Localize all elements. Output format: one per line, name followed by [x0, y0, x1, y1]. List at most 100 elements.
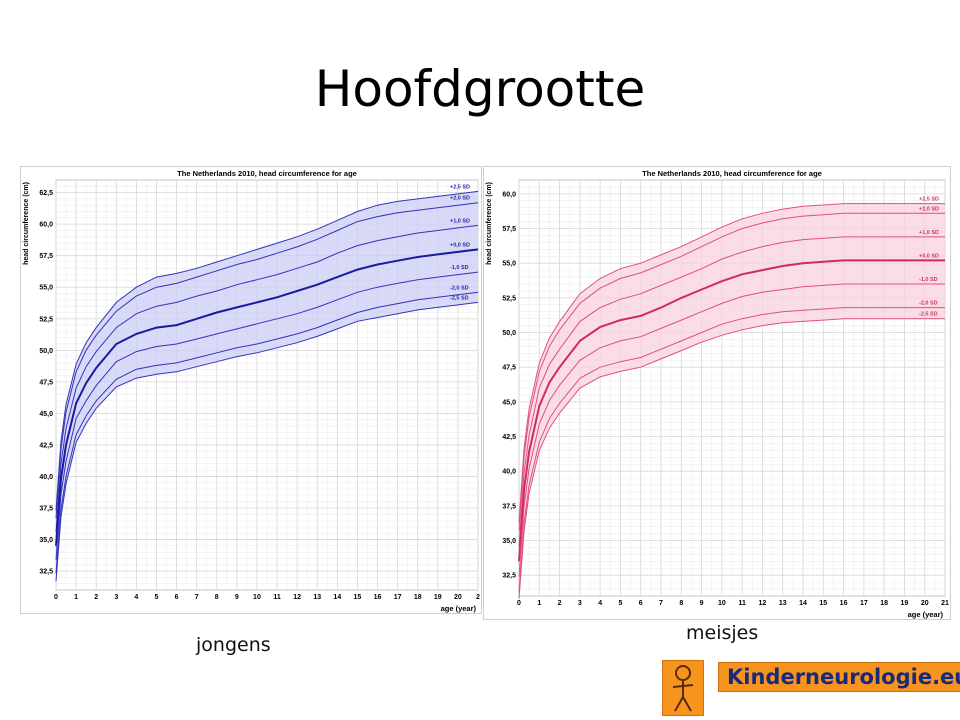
girls-series-line	[518, 318, 945, 599]
girls-x-tick-label: 8	[679, 600, 683, 607]
girls-series-line	[518, 203, 945, 523]
boys-series-line	[55, 224, 479, 533]
girls-x-tick-label: 16	[840, 600, 848, 607]
boys-series-line	[55, 291, 479, 574]
boys-series-line	[55, 271, 479, 560]
caption-girls: meisjes	[686, 622, 759, 644]
girls-x-tick-label: 17	[860, 600, 868, 607]
boys-series-label: +0,0 SD	[450, 242, 470, 248]
girls-y-tick-label: 57,5	[502, 226, 516, 233]
girls-series-label: +2,5 SD	[919, 197, 939, 203]
boys-x-tick-label: 19	[434, 594, 442, 601]
girls-series-line	[518, 236, 945, 547]
boys-x-tick-label: 2	[476, 594, 480, 601]
boys-series-line	[55, 190, 479, 511]
girls-y-tick-label: 55,0	[502, 261, 516, 268]
boys-x-tick-label: 17	[394, 594, 402, 601]
girls-y-tick-label: 40,0	[502, 469, 516, 476]
girls-y-tick-label: 47,5	[502, 365, 516, 372]
girls-chart-svg: +2,5 SD +2,0 SD +1,0 SD +0,0 SD -1,0 SD -2,0 …	[483, 166, 951, 620]
girls-chart: +2,5 SD +2,0 SD +1,0 SD +0,0 SD -1,0 SD -2,0 …	[483, 166, 951, 620]
logo[interactable]: Kinderneurologie.eu	[662, 660, 960, 716]
girls-series-line	[518, 259, 945, 562]
girls-x-tick-label: 7	[659, 600, 663, 607]
girls-x-tick-label: 21	[941, 600, 949, 607]
logo-text: Kinderneurologie.eu	[718, 662, 960, 692]
girls-x-tick-label: 15	[819, 600, 827, 607]
girls-y-tick-label: 50,0	[502, 330, 516, 337]
girls-y-tick-label: 52,5	[502, 295, 516, 302]
boys-chart: +2,5 SD +2,0 SD +1,0 SD +0,0 SD -1,0 SD -2,0 …	[20, 166, 482, 614]
boys-x-tick-label: 8	[215, 594, 219, 601]
girls-y-tick-label: 60,0	[502, 191, 516, 198]
child-figure-icon	[662, 660, 704, 716]
girls-series-label: -2,0 SD	[919, 301, 938, 307]
girls-series-line	[518, 283, 945, 577]
boys-series-line	[55, 248, 479, 546]
girls-x-tick-label: 14	[799, 600, 807, 607]
girls-y-tick-label: 35,0	[502, 538, 516, 545]
boys-y-tick-label: 62,5	[39, 190, 53, 197]
boys-x-tick-label: 14	[333, 594, 341, 601]
girls-x-tick-label: 4	[598, 600, 602, 607]
girls-x-tick-label: 6	[639, 600, 643, 607]
caption-boys: jongens	[196, 634, 271, 656]
boys-x-tick-label: 1	[74, 594, 78, 601]
boys-series-label: -1,0 SD	[450, 265, 469, 271]
girls-x-tick-label: 10	[718, 600, 726, 607]
boys-x-tick-label: 4	[134, 594, 138, 601]
girls-x-tick-label: 0	[517, 600, 521, 607]
girls-x-tick-label: 19	[901, 600, 909, 607]
boys-x-tick-label: 16	[374, 594, 382, 601]
boys-x-tick-label: 0	[54, 594, 58, 601]
boys-x-tick-label: 12	[293, 594, 301, 601]
boys-x-tick-label: 15	[354, 594, 362, 601]
boys-x-tick-label: 3	[114, 594, 118, 601]
boys-y-tick-label: 57,5	[39, 253, 53, 260]
girls-y-tick-label: 37,5	[502, 503, 516, 510]
boys-y-tick-label: 37,5	[39, 506, 53, 513]
boys-y-tick-label: 52,5	[39, 316, 53, 323]
girls-y-tick-label: 45,0	[502, 399, 516, 406]
girls-series-label: -2,5 SD	[919, 312, 938, 318]
girls-series-line	[518, 212, 945, 531]
girls-x-tick-label: 5	[618, 600, 622, 607]
girls-y-tick-label: 32,5	[502, 573, 516, 580]
boys-y-tick-label: 45,0	[39, 411, 53, 418]
boys-y-tick-label: 32,5	[39, 569, 53, 576]
boys-x-tick-label: 7	[195, 594, 199, 601]
girls-y-tick-label: 42,5	[502, 434, 516, 441]
girls-x-tick-label: 9	[700, 600, 704, 607]
boys-y-tick-label: 55,0	[39, 285, 53, 292]
boys-series-label: +1,0 SD	[450, 218, 470, 224]
girls-x-tick-label: 11	[738, 600, 746, 607]
girls-x-tick-label: 2	[558, 600, 562, 607]
boys-x-tick-label: 18	[414, 594, 422, 601]
boys-series-line	[55, 301, 479, 582]
girls-series-label: +0,0 SD	[919, 253, 939, 259]
boys-series-label: +2,5 SD	[450, 184, 470, 190]
boys-chart-svg: +2,5 SD +2,0 SD +1,0 SD +0,0 SD -1,0 SD -2,0 …	[20, 166, 482, 614]
boys-chart-title: The Netherlands 2010, head circumference…	[177, 169, 357, 178]
boys-x-tick-label: 11	[273, 594, 281, 601]
boys-y-tick-label: 60,0	[39, 222, 53, 229]
girls-x-axis-label: age (year)	[908, 610, 944, 619]
boys-y-tick-label: 40,0	[39, 474, 53, 481]
boys-series-label: -2,5 SD	[450, 295, 469, 301]
girls-sd-band	[519, 203, 945, 599]
girls-x-tick-label: 20	[921, 600, 929, 607]
boys-series-line	[55, 202, 479, 519]
boys-x-tick-label: 20	[454, 594, 462, 601]
girls-series-label: +1,0 SD	[919, 230, 939, 236]
boys-x-tick-label: 6	[175, 594, 179, 601]
girls-x-tick-label: 1	[537, 600, 541, 607]
boys-x-tick-label: 5	[155, 594, 159, 601]
boys-series-label: -2,0 SD	[450, 285, 469, 291]
boys-x-tick-label: 10	[253, 594, 261, 601]
girls-series-label: -1,0 SD	[919, 277, 938, 283]
boys-y-tick-label: 35,0	[39, 537, 53, 544]
girls-x-tick-label: 12	[759, 600, 767, 607]
boys-y-tick-label: 47,5	[39, 379, 53, 386]
boys-x-tick-label: 13	[313, 594, 321, 601]
girls-series-label: +2,0 SD	[919, 206, 939, 212]
